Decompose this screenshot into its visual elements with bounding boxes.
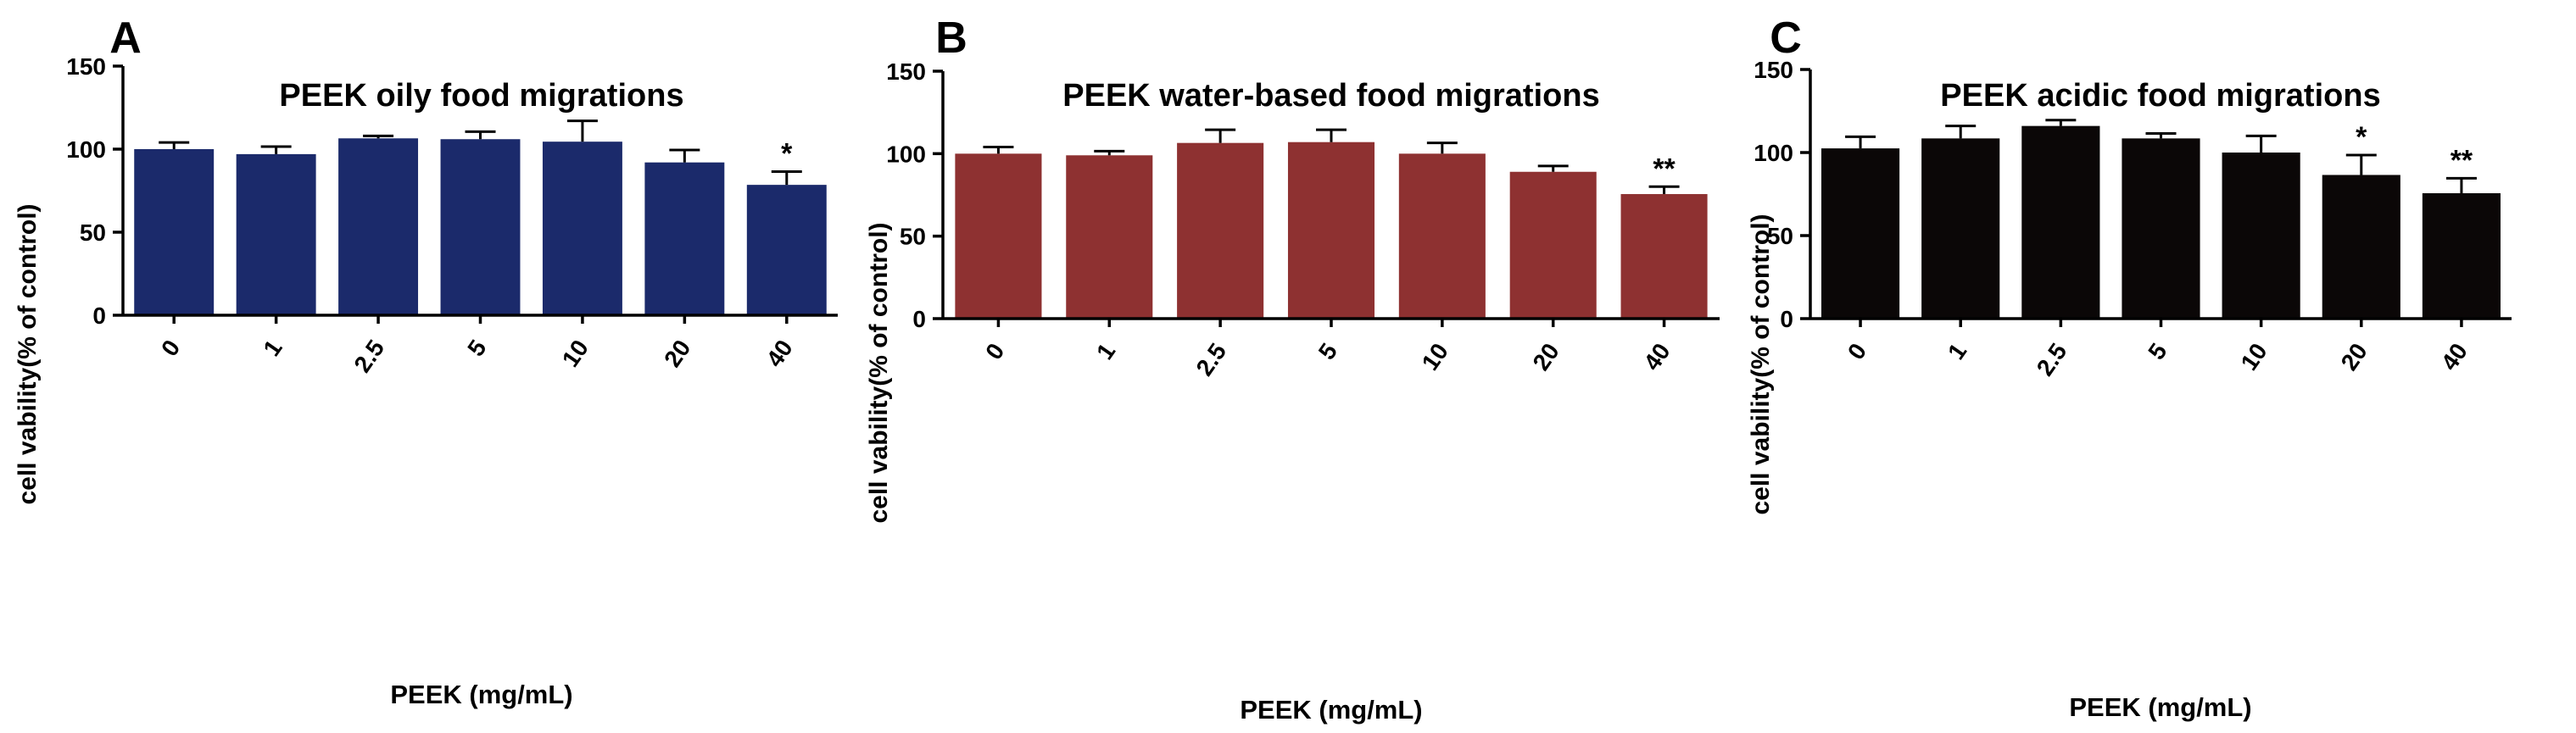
panel-c-bar-40 bbox=[2422, 193, 2501, 319]
panel-b-x-axis-label: PEEK (mg/mL) bbox=[1240, 695, 1422, 725]
panel-a-bar-10 bbox=[542, 142, 622, 315]
panel-c-x-tick-label: 10 bbox=[2235, 338, 2272, 375]
panel-a-y-tick-label: 150 bbox=[66, 53, 106, 80]
panel-a-x-axis-label: PEEK (mg/mL) bbox=[390, 680, 572, 709]
panel-a-x-tick-label: 40 bbox=[761, 335, 798, 371]
panel-b-y-tick-label: 50 bbox=[900, 224, 926, 250]
panel-a-bar-20 bbox=[644, 162, 725, 315]
panel-c: C PEEK acidic food migrations cell vabil… bbox=[1747, 14, 2512, 722]
panel-b-x-tick-label: 0 bbox=[980, 338, 1009, 364]
panel-a-bar-5 bbox=[440, 139, 521, 315]
panel-c-y-axis-label: cell vability(% of control) bbox=[1747, 214, 1775, 514]
panel-c-bar-5 bbox=[2122, 138, 2200, 319]
panel-c-bar-20 bbox=[2322, 175, 2400, 319]
panel-b-bar-20 bbox=[1509, 171, 1597, 319]
panel-b-bar-10 bbox=[1398, 153, 1486, 319]
panel-c-x-tick-label: 2.5 bbox=[2032, 338, 2072, 380]
panel-a-y-tick-label: 100 bbox=[66, 136, 106, 163]
panel-a-letter: A bbox=[109, 14, 142, 63]
panel-b-title: PEEK water-based food migrations bbox=[1062, 78, 1599, 114]
panel-a-title: PEEK oily food migrations bbox=[279, 78, 683, 114]
panel-b-y-tick-label: 0 bbox=[912, 306, 926, 332]
panel-b-x-tick-label: 20 bbox=[1528, 338, 1564, 375]
panel-a-x-tick-label: 0 bbox=[156, 335, 185, 361]
panel-a-bar-1 bbox=[236, 153, 316, 315]
panel-b: B PEEK water-based food migrations cell … bbox=[865, 14, 1720, 725]
panel-c-title: PEEK acidic food migrations bbox=[1940, 78, 2380, 114]
panel-a-bar-2.5 bbox=[338, 138, 419, 315]
panel-b-bar-5 bbox=[1287, 142, 1375, 319]
panel-c-bar-10 bbox=[2222, 153, 2300, 319]
panel-c-x-tick-label: 20 bbox=[2336, 338, 2372, 375]
panel-c-y-tick-label: 50 bbox=[1767, 223, 1793, 249]
panel-c-significance-marker: * bbox=[2356, 121, 2367, 153]
panel-a-x-tick-label: 1 bbox=[258, 335, 287, 361]
panel-b-bar-1 bbox=[1066, 155, 1153, 319]
panel-c-x-tick-label: 0 bbox=[1843, 338, 1871, 364]
panel-c-y-tick-label: 100 bbox=[1754, 140, 1793, 166]
panel-b-x-tick-label: 5 bbox=[1313, 338, 1342, 364]
panel-a-x-tick-label: 5 bbox=[462, 335, 491, 361]
panel-b-bar-40 bbox=[1620, 194, 1708, 319]
panel-b-y-tick-label: 150 bbox=[886, 58, 926, 85]
panel-a-bar-40 bbox=[746, 185, 827, 315]
panel-c-y-tick-label: 0 bbox=[1780, 306, 1793, 332]
panel-b-bar-0 bbox=[955, 153, 1042, 319]
panel-a: A PEEK oily food migrations cell vabilit… bbox=[14, 14, 838, 709]
panel-b-bar-2.5 bbox=[1177, 142, 1264, 319]
panel-b-x-tick-label: 1 bbox=[1091, 338, 1120, 364]
panel-c-bar-0 bbox=[1820, 148, 1900, 319]
panel-c-x-axis-label: PEEK (mg/mL) bbox=[2069, 692, 2251, 722]
panel-a-bar-0 bbox=[134, 149, 215, 315]
panel-b-x-tick-label: 40 bbox=[1638, 338, 1675, 375]
panel-c-y-tick-label: 150 bbox=[1754, 57, 1793, 83]
panel-b-y-axis-label: cell vability(% of control) bbox=[865, 222, 893, 523]
panel-a-x-tick-label: 10 bbox=[557, 335, 594, 371]
panel-c-letter: C bbox=[1770, 14, 1802, 63]
panel-c-significance-marker: ** bbox=[2451, 144, 2473, 176]
panel-b-x-tick-label: 2.5 bbox=[1191, 338, 1232, 380]
panel-b-letter: B bbox=[935, 14, 967, 63]
panel-a-x-tick-label: 20 bbox=[659, 335, 695, 371]
panel-b-significance-marker: ** bbox=[1653, 153, 1676, 185]
panel-b-y-tick-label: 100 bbox=[886, 141, 926, 167]
panel-a-x-tick-label: 2.5 bbox=[348, 335, 389, 377]
panel-c-x-tick-label: 1 bbox=[1943, 338, 1971, 364]
panel-c-bar-1 bbox=[1921, 138, 2000, 319]
panel-a-y-tick-label: 0 bbox=[92, 303, 106, 329]
panel-a-significance-marker: * bbox=[781, 137, 793, 169]
panel-c-x-tick-label: 5 bbox=[2143, 338, 2172, 364]
panel-b-x-tick-label: 10 bbox=[1417, 338, 1453, 375]
panel-a-y-tick-label: 50 bbox=[80, 219, 106, 246]
panel-a-y-axis-label: cell vability(% of control) bbox=[14, 203, 42, 504]
panel-c-bar-2.5 bbox=[2021, 125, 2100, 319]
panel-c-x-tick-label: 40 bbox=[2436, 338, 2473, 375]
